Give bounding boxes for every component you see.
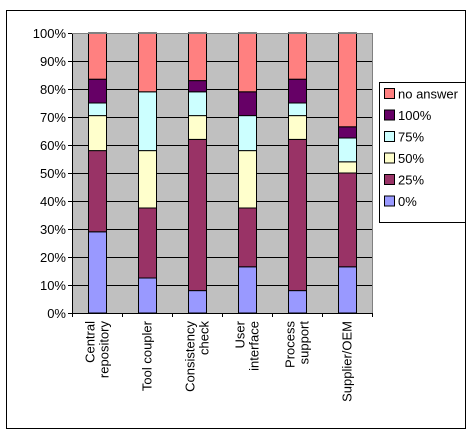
bar-segment — [238, 207, 257, 268]
bar-segment — [238, 91, 257, 117]
y-tick-label: 30% — [40, 222, 66, 237]
y-tick-label: 100% — [33, 26, 67, 41]
y-tick-label: 20% — [40, 250, 66, 265]
x-tick-label: Tool coupler — [140, 320, 155, 391]
bar-segment — [238, 266, 257, 314]
x-tick-label-line: repository — [97, 321, 112, 379]
x-tick-label-line: Consistency — [183, 321, 198, 392]
bar-segment — [88, 231, 107, 314]
bar-segment — [88, 115, 107, 152]
bar-segment — [188, 80, 207, 93]
bar-segment — [288, 115, 307, 140]
bar-segment — [288, 138, 307, 292]
x-tick-label: Process support — [283, 321, 312, 368]
legend-swatch — [384, 131, 395, 142]
bar-segment — [138, 32, 157, 93]
x-tick-label-line: User — [233, 320, 248, 348]
legend-swatch — [384, 109, 395, 121]
legend-label: 0% — [398, 194, 417, 209]
bar-segment — [288, 290, 307, 314]
x-tick-label-line: interface — [247, 321, 262, 371]
bar-segment — [338, 161, 357, 174]
bar-segment — [138, 207, 157, 279]
bar-segment — [188, 290, 207, 314]
y-tick-label: 40% — [40, 194, 66, 209]
bar-segment — [138, 150, 157, 209]
x-tick-label-line: Tool coupler — [140, 320, 155, 391]
x-tick-label-line: check — [197, 321, 212, 355]
bar-segment — [238, 150, 257, 209]
x-axis-labels: Central repository Tool coupler Consistency… — [83, 320, 355, 402]
bar-segment — [338, 266, 357, 314]
bar-segment — [88, 32, 107, 80]
x-tick-label-line: Central — [83, 321, 98, 363]
y-tick-label: 70% — [40, 110, 66, 125]
x-tick-label-line: support — [297, 321, 312, 365]
x-tick-label: User interface — [233, 320, 262, 371]
bar-segment — [138, 91, 157, 152]
bar-segment — [288, 102, 307, 117]
bar-segment — [88, 78, 107, 104]
y-tick-label: 0% — [47, 306, 66, 321]
bar-segment — [338, 32, 357, 128]
bar-segment — [338, 137, 357, 163]
x-tick-label: Supplier/OEM — [340, 321, 355, 402]
legend-label: 75% — [398, 130, 424, 145]
y-tick-label: 90% — [40, 54, 66, 69]
legend-label: 50% — [398, 151, 424, 166]
y-tick-label: 10% — [40, 278, 66, 293]
legend-swatch — [384, 174, 395, 185]
bar-segment — [338, 172, 357, 268]
legend-label: 25% — [398, 173, 424, 188]
legend-label: no answer — [398, 87, 459, 102]
legend: no answer 100% 75% 50% 25% 0% — [379, 82, 466, 223]
x-tick-label: Consistency check — [183, 321, 212, 392]
bar-segment — [188, 115, 207, 140]
y-tick-label: 80% — [40, 82, 66, 97]
legend-swatch — [384, 88, 395, 99]
bar-segment — [88, 102, 107, 117]
bar-segment — [338, 126, 357, 139]
bar-segment — [188, 138, 207, 292]
y-tick-label: 50% — [40, 166, 66, 181]
bar-segment — [138, 277, 157, 314]
bar-segment — [288, 78, 307, 104]
plot-area: 0% 10% 20% 30% 40% 50% 60% 70% 80% 90% 100% — [33, 26, 373, 321]
bar-segment — [288, 32, 307, 80]
legend-swatch — [384, 152, 395, 164]
legend-swatch — [384, 195, 395, 207]
bar-segment — [188, 91, 207, 117]
bar-segment — [188, 32, 207, 82]
y-tick-label: 60% — [40, 138, 66, 153]
x-tick-label: Central repository — [83, 321, 112, 379]
legend-label: 100% — [398, 108, 432, 123]
bar-segment — [238, 32, 257, 93]
x-tick-label-line: Supplier/OEM — [340, 321, 355, 402]
bar-segment — [88, 150, 107, 233]
x-tick-label-line: Process — [283, 321, 298, 368]
bar-segment — [238, 115, 257, 152]
